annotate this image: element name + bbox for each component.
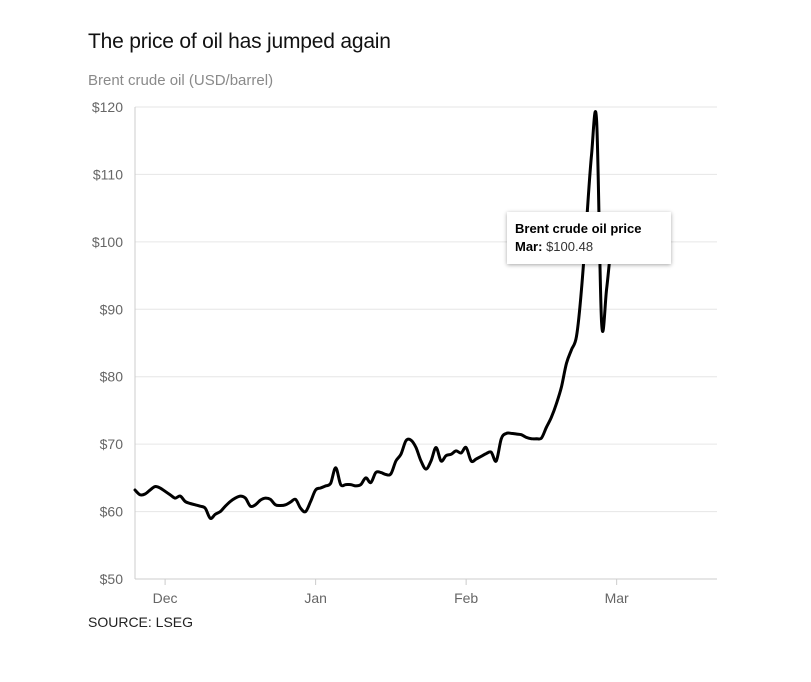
y-tick-label: $50 xyxy=(100,571,124,587)
series-line xyxy=(133,110,614,520)
y-tick-label: $70 xyxy=(100,436,124,452)
tooltip-label: Mar: xyxy=(515,239,543,254)
tooltip-title: Brent crude oil price xyxy=(515,221,642,236)
y-tick-label: $90 xyxy=(100,301,124,317)
y-tick-label: $110 xyxy=(93,166,123,182)
x-tick-label: Jan xyxy=(304,590,327,606)
y-tick-label: $100 xyxy=(92,234,123,250)
source-note: SOURCE: LSEG xyxy=(88,614,194,630)
chart-subtitle: Brent crude oil (USD/barrel) xyxy=(88,72,274,89)
y-tick-label: $80 xyxy=(100,369,124,385)
tooltip: Brent crude oil price Mar: $100.48 xyxy=(507,212,671,264)
chart-title: The price of oil has jumped again xyxy=(88,30,391,53)
tooltip-value: $100.48 xyxy=(546,239,594,254)
y-tick-label: $120 xyxy=(92,99,123,115)
y-tick-label: $60 xyxy=(100,504,124,520)
grid-layer xyxy=(135,106,717,580)
x-tick-label: Feb xyxy=(454,590,478,606)
tooltip-row: Mar: $100.48 xyxy=(515,238,663,256)
series-layer xyxy=(133,110,614,520)
axis-layer: $50 $60 $70 $80 $90 $100 $110 $120 Dec Jan Feb Mar xyxy=(92,99,629,606)
x-tick-label: Mar xyxy=(605,590,629,606)
x-tick-label: Dec xyxy=(153,590,178,606)
